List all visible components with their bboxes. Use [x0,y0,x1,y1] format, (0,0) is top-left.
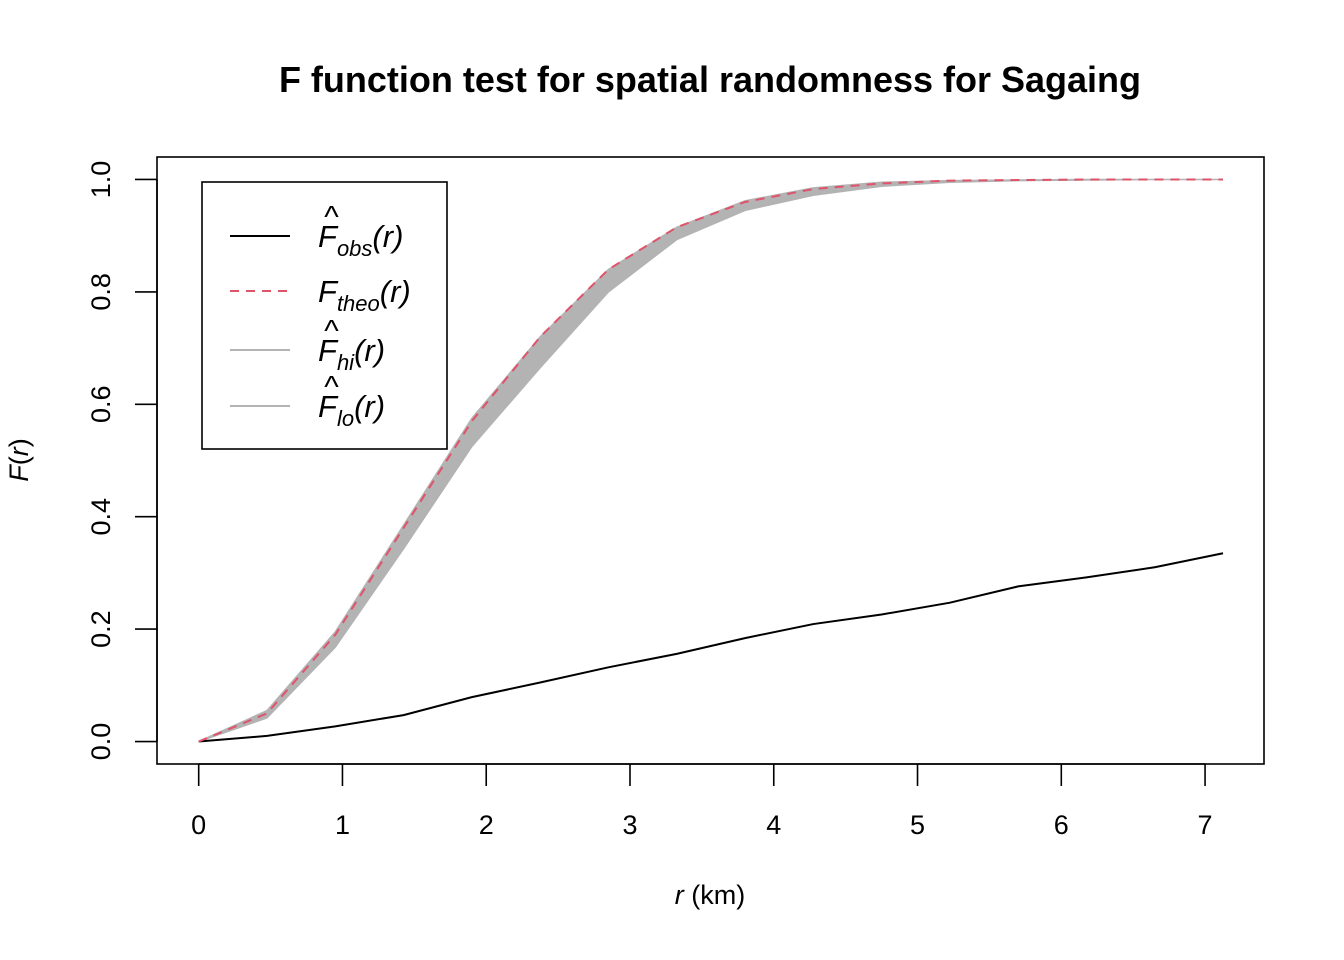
envelope-band [198,178,1224,743]
legend-label-theo: Ftheo(r) [318,274,411,316]
y-axis: 0.0 0.2 0.4 0.6 0.8 1.0 [86,161,158,761]
x-tick-label: 6 [1054,810,1069,840]
x-axis-label-var: r [675,880,685,910]
x-tick-label: 2 [479,810,494,840]
x-tick-label: 5 [910,810,925,840]
y-axis-label-name: F [4,464,34,482]
x-tick-label: 4 [766,810,781,840]
y-tick-label: 0.0 [86,723,116,761]
series-line-theo [198,178,1224,743]
y-tick-label: 0.4 [86,498,116,536]
legend-label-hi: Fhi(r) [318,333,385,375]
x-tick-label: 7 [1198,810,1213,840]
hat-accent: ^ [324,313,339,348]
x-axis-label: r (km) [675,880,745,910]
y-axis-label-arg: r [4,446,34,456]
y-tick-label: 0.6 [86,386,116,424]
y-tick-label: 0.8 [86,273,116,311]
x-axis-label-unit: (km) [684,880,745,910]
envelope-band-layer [198,178,1224,743]
legend-label-obs: Fobs(r) [318,219,403,261]
legend: Fobs(r)^Ftheo(r)Fhi(r)^Flo(r)^ [201,181,448,450]
legend-label-lo: Flo(r) [318,389,385,431]
y-tick-label: 0.2 [86,610,116,648]
series-line-obs [198,552,1224,743]
x-axis: 0 1 2 3 4 5 6 7 [191,763,1213,840]
chart-title: F function test for spatial randomness f… [279,59,1141,100]
series-layer [198,178,1224,743]
y-axis-label: F(r) [4,438,34,482]
hat-accent: ^ [324,369,339,404]
x-tick-label: 3 [622,810,637,840]
legend-box [201,181,448,450]
x-tick-label: 0 [191,810,206,840]
x-tick-label: 1 [335,810,350,840]
hat-accent: ^ [324,199,339,234]
y-tick-label: 1.0 [86,161,116,199]
